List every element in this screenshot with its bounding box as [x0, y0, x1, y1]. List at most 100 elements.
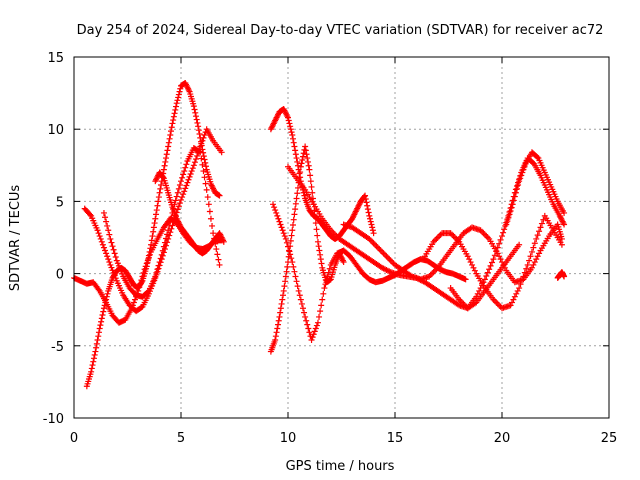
data-point [507, 302, 514, 309]
chart-title: Day 254 of 2024, Sidereal Day-to-day VTE… [77, 23, 604, 38]
data-point [277, 221, 284, 228]
data-point [317, 256, 324, 263]
data-point [294, 190, 301, 197]
data-point [301, 192, 308, 199]
data-markers [71, 79, 568, 390]
data-point [192, 156, 199, 163]
data-point [176, 200, 183, 207]
data-point [508, 204, 515, 211]
data-point [290, 263, 297, 270]
data-point [175, 203, 182, 210]
data-point [369, 224, 376, 231]
data-point [499, 233, 505, 240]
data-point [312, 220, 319, 227]
data-point [318, 260, 325, 267]
data-point [383, 253, 390, 260]
data-point [198, 155, 205, 162]
data-point [305, 162, 312, 169]
data-point [275, 321, 282, 328]
data-point [98, 238, 105, 245]
data-point [290, 216, 297, 223]
data-point [195, 127, 202, 134]
data-point [493, 248, 500, 255]
data-point [104, 290, 111, 297]
data-point [520, 166, 527, 173]
x-tick-label: 15 [387, 431, 404, 446]
data-point [193, 116, 200, 123]
data-point [215, 256, 222, 263]
data-point [362, 195, 369, 202]
data-point [309, 334, 316, 341]
data-point [531, 259, 538, 266]
data-point [510, 296, 517, 303]
data-point [276, 218, 283, 225]
data-point [322, 281, 329, 288]
data-point [321, 285, 328, 292]
data-point [449, 231, 456, 238]
data-point [433, 235, 440, 242]
data-point [191, 106, 198, 113]
data-point [307, 178, 314, 185]
data-point [297, 296, 304, 303]
data-point [280, 287, 287, 294]
data-point [451, 234, 458, 241]
data-point [198, 142, 205, 149]
data-point [170, 117, 177, 124]
data-point [287, 126, 294, 133]
data-point [290, 139, 297, 146]
data-point [282, 273, 289, 280]
data-point [286, 120, 293, 127]
data-point [277, 309, 284, 316]
data-point [170, 113, 177, 120]
data-point [302, 147, 309, 154]
y-tick-label: 10 [47, 123, 64, 138]
data-point [295, 287, 302, 294]
data-point [156, 189, 163, 196]
data-point [319, 296, 326, 303]
data-point [379, 248, 386, 255]
data-point [520, 273, 527, 280]
data-point [160, 243, 167, 250]
data-point [309, 189, 316, 196]
data-point [540, 216, 547, 223]
data-point [296, 292, 303, 299]
data-point [106, 231, 113, 238]
data-point [369, 238, 376, 245]
data-point [323, 277, 330, 284]
data-point [154, 202, 161, 209]
data-point [153, 269, 160, 276]
data-point [93, 340, 100, 347]
data-point [469, 261, 476, 268]
data-point [491, 252, 498, 259]
data-point [187, 170, 194, 177]
data-point [283, 268, 290, 275]
data-point [511, 293, 518, 300]
data-point [167, 218, 174, 225]
data-point [431, 237, 438, 244]
data-point [531, 240, 538, 247]
data-point [481, 276, 488, 283]
data-point [88, 368, 95, 375]
data-point [284, 263, 291, 270]
data-point [286, 247, 293, 254]
y-tick-label: -5 [51, 340, 64, 355]
data-point [144, 288, 151, 295]
data-point [183, 161, 190, 168]
data-point [178, 178, 184, 185]
data-point [511, 193, 518, 200]
data-point [304, 158, 311, 165]
data-point [99, 241, 106, 248]
data-point [380, 250, 387, 257]
data-point [528, 248, 535, 255]
data-point [484, 234, 491, 241]
data-point [100, 209, 107, 216]
data-point [561, 273, 568, 280]
data-point [526, 257, 533, 264]
data-point [95, 329, 102, 336]
data-point [164, 147, 171, 154]
data-point [308, 183, 315, 190]
data-point [299, 157, 306, 164]
data-point [95, 230, 102, 237]
data-point [94, 227, 101, 234]
x-tick-label: 25 [601, 431, 618, 446]
